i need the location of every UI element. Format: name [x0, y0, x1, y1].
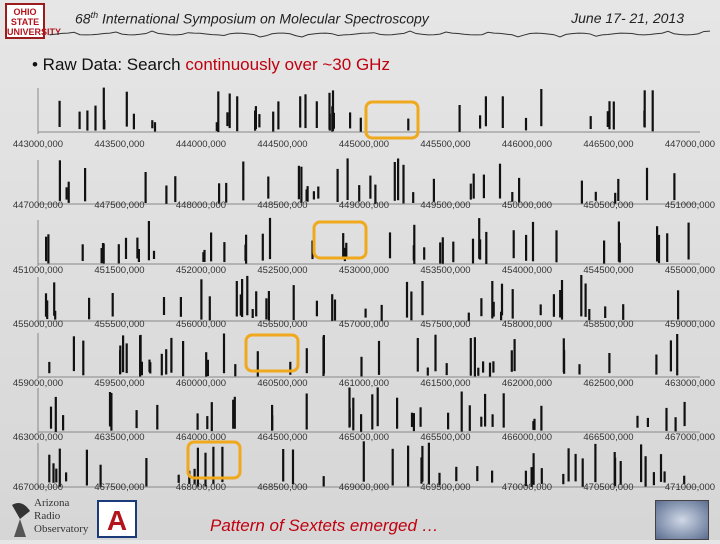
tick-label: 463500,000	[94, 432, 144, 443]
tick-label: 453500,000	[420, 265, 470, 276]
sextet-highlight-box	[364, 100, 420, 140]
tick-label: 450000,000	[502, 200, 552, 211]
tick-label: 449000,000	[339, 200, 389, 211]
tick-label: 468000,000	[176, 482, 226, 493]
tick-label: 470500,000	[583, 482, 633, 493]
tick-label: 444000,000	[176, 139, 226, 150]
tick-label: 455000,000	[665, 265, 715, 276]
symposium-date: June 17- 21, 2013	[571, 10, 684, 26]
tick-label: 451500,000	[94, 265, 144, 276]
tick-label: 452000,000	[176, 265, 226, 276]
tick-label: 456000,000	[176, 319, 226, 330]
tick-label: 454500,000	[583, 265, 633, 276]
tick-label: 444500,000	[257, 139, 307, 150]
tick-label: 462500,000	[583, 378, 633, 389]
tick-label: 465500,000	[420, 432, 470, 443]
tick-label: 455500,000	[94, 319, 144, 330]
tick-label: 446000,000	[502, 139, 552, 150]
tick-label: 447000,000	[665, 139, 715, 150]
tick-label: 460500,000	[257, 378, 307, 389]
tick-label: 460000,000	[176, 378, 226, 389]
tick-label: 452500,000	[257, 265, 307, 276]
tick-label: 468500,000	[257, 482, 307, 493]
tick-label: 467000,000	[13, 482, 63, 493]
tick-label: 470000,000	[502, 482, 552, 493]
tick-label: 462000,000	[502, 378, 552, 389]
tick-label: 451000,000	[13, 265, 63, 276]
university-of-arizona-logo: A	[97, 500, 137, 538]
tick-label: 459000,000	[665, 319, 715, 330]
slide-header: OHIO STATE UNIVERSITY 68th International…	[0, 0, 720, 39]
tick-label: 448500,000	[257, 200, 307, 211]
tick-label: 469500,000	[420, 482, 470, 493]
tick-label: 447000,000	[13, 200, 63, 211]
tick-label: 461500,000	[420, 378, 470, 389]
tick-label: 447500,000	[94, 200, 144, 211]
tick-label: 450500,000	[583, 200, 633, 211]
tick-label: 458000,000	[502, 319, 552, 330]
tick-label: 445500,000	[420, 139, 470, 150]
sextet-highlight-box	[186, 440, 242, 480]
symposium-title: 68th International Symposium on Molecula…	[75, 10, 429, 27]
tick-label: 463000,000	[665, 378, 715, 389]
tick-label: 466000,000	[502, 432, 552, 443]
tick-label: 463000,000	[13, 432, 63, 443]
tick-label: 453000,000	[339, 265, 389, 276]
tick-label: 467000,000	[665, 432, 715, 443]
bullet-point: • Raw Data: Search continuously over ~30…	[32, 55, 390, 74]
tick-label: 451000,000	[665, 200, 715, 211]
tick-label: 458500,000	[583, 319, 633, 330]
tick-label: 467500,000	[94, 482, 144, 493]
tick-label: 457500,000	[420, 319, 470, 330]
caption: Pattern of Sextets emerged …	[210, 516, 439, 535]
tick-label: 454000,000	[502, 265, 552, 276]
tick-label: 459000,000	[13, 378, 63, 389]
seal-image	[655, 500, 709, 540]
tick-label: 443500,000	[94, 139, 144, 150]
tick-label: 464000,000	[176, 432, 226, 443]
arizona-radio-observatory-logo: Arizona Radio Observatory	[8, 497, 88, 539]
tick-label: 469000,000	[339, 482, 389, 493]
tick-label: 471000,000	[665, 482, 715, 493]
tick-label: 459500,000	[94, 378, 144, 389]
tick-label: 448000,000	[176, 200, 226, 211]
tick-label: 446500,000	[583, 139, 633, 150]
sextet-highlight-box	[244, 333, 300, 373]
tick-label: 457000,000	[339, 319, 389, 330]
tick-label: 464500,000	[257, 432, 307, 443]
telescope-icon	[12, 503, 30, 537]
ohio-state-logo: OHIO STATE UNIVERSITY	[5, 3, 61, 39]
tick-label: 445000,000	[339, 139, 389, 150]
sextet-highlight-box	[312, 220, 368, 260]
header-line	[49, 30, 711, 38]
tick-label: 443000,000	[13, 139, 63, 150]
tick-label: 456500,000	[257, 319, 307, 330]
tick-label: 461000,000	[339, 378, 389, 389]
tick-label: 455000,000	[13, 319, 63, 330]
tick-label: 465000,000	[339, 432, 389, 443]
tick-label: 466500,000	[583, 432, 633, 443]
tick-label: 449500,000	[420, 200, 470, 211]
